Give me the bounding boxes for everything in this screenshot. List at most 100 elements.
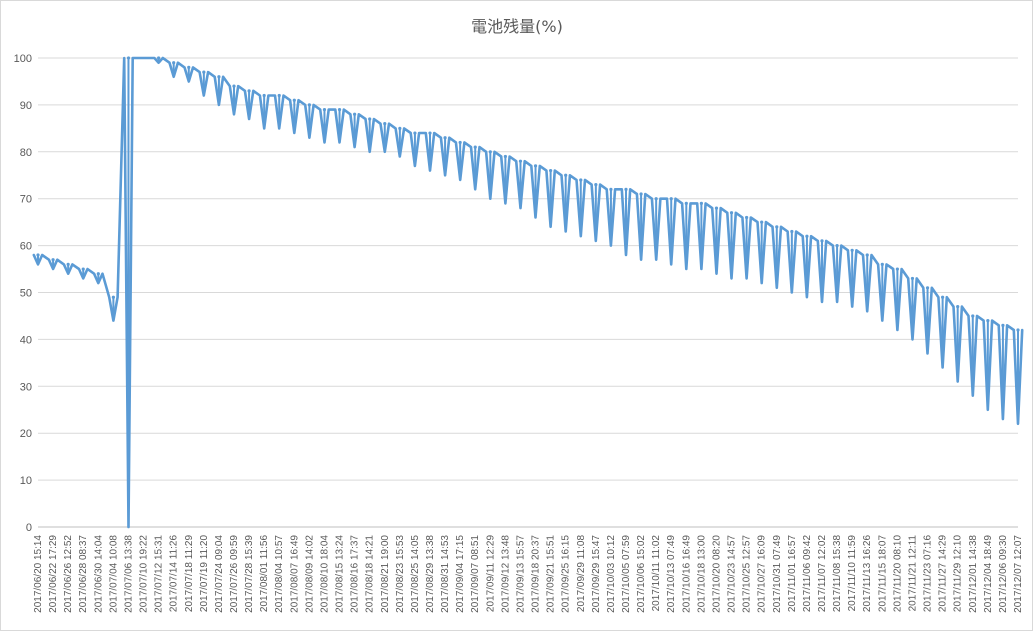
data-point [503,154,507,159]
data-point [187,65,191,69]
data-point [126,56,131,60]
data-point [458,140,462,145]
x-tick-label: 2017/08/04 10:57 [274,535,285,613]
data-point [850,248,854,252]
data-point [353,112,357,116]
data-point [699,201,703,205]
data-point [729,211,734,215]
data-point [473,145,477,149]
data-point [835,244,839,248]
x-tick-label: 2017/11/21 12:11 [907,535,918,612]
y-tick-label: 30 [20,381,32,393]
data-point [81,267,85,271]
x-tick-label: 2017/07/18 11:29 [184,535,195,613]
x-tick-label: 2017/11/01 16:57 [787,535,798,613]
x-tick-label: 2017/09/13 15:57 [515,535,526,613]
x-tick-label: 2017/09/29 15:47 [591,535,602,613]
x-tick-label: 2017/11/08 15:38 [832,535,843,613]
x-tick-label: 2017/11/15 18:07 [877,535,888,613]
x-tick-label: 2017/09/04 17:15 [455,535,466,613]
data-point [790,229,794,234]
data-point [413,131,417,135]
data-point [684,201,688,205]
x-tick-label: 2017/09/18 20:37 [531,535,542,613]
y-tick-label: 60 [20,241,32,253]
y-tick-label: 80 [20,147,32,159]
x-tick-label: 2017/06/30 14:04 [93,535,104,613]
data-point [398,126,402,130]
x-tick-label: 2017/06/22 17:29 [48,535,59,613]
data-point [971,314,975,318]
x-tick-label: 2017/12/01 14:38 [968,535,979,613]
data-point [925,286,930,290]
x-tick-label: 2017/08/25 14:05 [410,535,421,613]
data-point [383,122,387,126]
data-point [1001,323,1005,327]
data-point [157,56,161,60]
x-tick-label: 2017/10/05 07:59 [621,535,632,613]
data-point [986,319,990,323]
x-tick-label: 2017/11/27 14:29 [938,535,949,613]
x-tick-label: 2017/11/10 11:59 [847,535,858,612]
data-point [760,220,764,224]
data-point [51,258,55,262]
x-tick-label: 2017/08/29 13:38 [425,535,436,613]
x-tick-label: 2017/09/07 08:51 [470,535,481,613]
data-point [337,107,342,112]
data-point [865,253,869,257]
data-point [66,262,70,266]
x-tick-label: 2017/07/06 13:38 [123,535,134,613]
x-tick-label: 2017/11/13 16:26 [862,535,873,613]
data-point [669,197,673,201]
data-point [232,84,236,88]
data-point [549,168,553,173]
data-point [172,61,176,65]
data-point [111,295,115,299]
x-tick-label: 2017/07/12 15:31 [154,535,165,613]
x-tick-label: 2017/07/26 09:59 [229,535,240,613]
data-point [820,239,824,243]
x-tick-label: 2017/11/20 08:10 [892,535,903,613]
data-point [277,93,281,98]
x-tick-label: 2017/08/01 11:56 [259,535,270,613]
chart-title: 電池残量(%) [471,17,563,36]
data-point [322,107,327,112]
x-tick-label: 2017/08/21 19:00 [380,535,391,613]
x-tick-label: 2017/11/23 07:16 [923,535,934,613]
data-point [217,75,221,79]
data-point [624,187,628,191]
x-tick-label: 2017/06/26 12:52 [63,535,74,613]
x-tick-label: 2017/07/24 09:04 [214,535,225,613]
x-tick-label: 2017/07/28 15:39 [244,535,255,613]
y-tick-label: 0 [26,522,32,534]
data-point [518,159,523,163]
x-tick-label: 2017/10/20 08:20 [711,535,722,613]
y-tick-label: 20 [20,428,32,440]
x-tick-label: 2017/08/16 17:37 [350,535,361,613]
x-tick-label: 2017/10/13 07:49 [666,535,677,613]
y-tick-label: 10 [20,475,32,487]
data-point [880,262,884,266]
x-tick-label: 2017/09/21 15:51 [546,535,557,613]
x-tick-label: 2017/10/11 11:02 [651,535,662,612]
data-point [428,131,432,135]
x-axis: 2017/06/20 15:14 2017/06/22 17:29 2017/06/… [33,535,1024,613]
y-tick-label: 70 [20,194,32,206]
x-tick-label: 2017/10/23 14:57 [727,535,738,613]
x-tick-label: 2017/11/07 12:02 [817,535,828,613]
y-tick-label: 40 [20,334,32,346]
data-point [609,187,613,191]
x-tick-label: 2017/10/16 16:49 [681,535,692,613]
data-point [443,136,447,140]
series-line-0 [32,56,1024,529]
x-tick-label: 2017/10/25 12:57 [742,535,753,613]
y-tick-label: 90 [20,100,32,112]
x-tick-label: 2017/10/18 13:00 [696,535,707,613]
x-tick-label: 2017/07/14 11:26 [169,535,180,613]
y-tick-label: 50 [20,288,32,300]
grid [38,57,1018,528]
x-tick-label: 2017/10/31 07:49 [772,535,783,613]
data-point [307,103,311,107]
